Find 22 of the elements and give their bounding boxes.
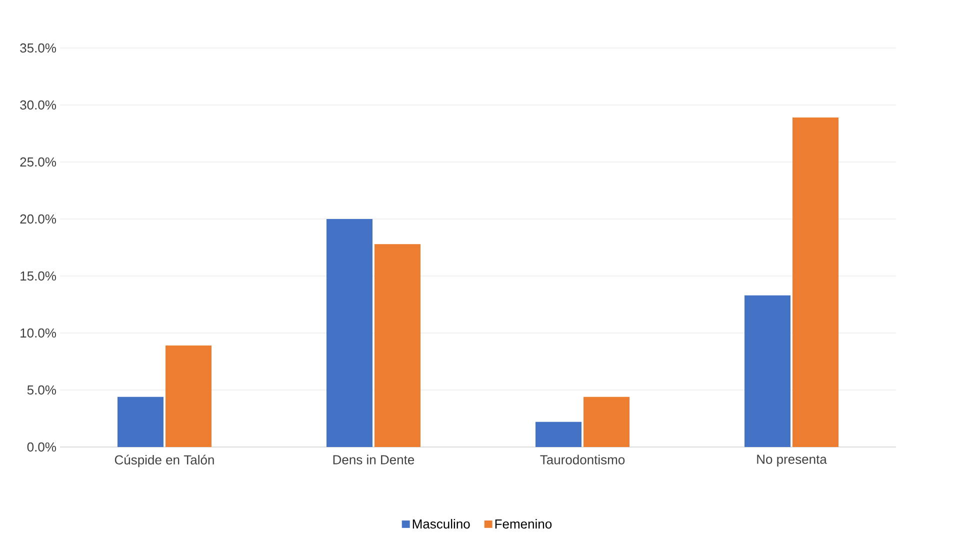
y-tick-label: 0.0% (27, 442, 56, 452)
bar (536, 422, 582, 447)
x-tick-label: Dens in Dente (333, 454, 414, 464)
bar (374, 244, 421, 447)
bar (792, 118, 839, 447)
x-tick-label: Taurodontismo (540, 454, 625, 464)
bar (744, 295, 791, 447)
bar (118, 396, 164, 447)
legend-label: Masculino (412, 519, 470, 529)
y-tick-label: 10.0% (20, 328, 56, 338)
legend-label: Femenino (495, 519, 552, 529)
y-tick-label: 15.0% (20, 271, 56, 281)
y-tick-label: 20.0% (20, 214, 56, 224)
y-tick-label: 5.0% (27, 385, 56, 395)
bar (584, 396, 630, 447)
bar (326, 218, 372, 447)
bar (166, 346, 212, 447)
y-tick-label: 30.0% (20, 100, 56, 110)
x-tick-label: No presenta (757, 454, 827, 466)
y-tick-label: 35.0% (20, 43, 56, 53)
y-tick-label: 25.0% (20, 157, 56, 167)
x-tick-label: Cúspide en Talón (114, 454, 214, 468)
